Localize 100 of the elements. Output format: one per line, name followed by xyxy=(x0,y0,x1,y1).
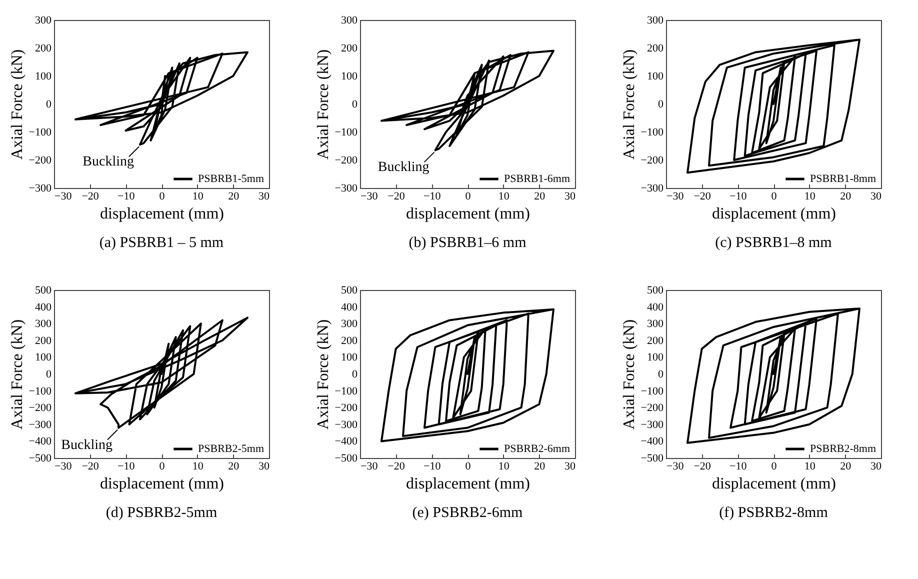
x-tick-label: 20 xyxy=(534,190,546,202)
y-axis-title: Axial Force (kN) xyxy=(314,319,332,430)
x-tick-label: 0 xyxy=(771,460,778,472)
y-axis-title: Axial Force (kN) xyxy=(8,49,26,160)
y-tick-label: 100 xyxy=(647,70,664,82)
x-tick-label: 30 xyxy=(870,460,882,472)
x-tick-label: −20 xyxy=(82,190,100,202)
y-tick-label: 200 xyxy=(341,334,358,347)
y-tick-label: 200 xyxy=(35,42,52,54)
legend-label: PSBRB1-8mm xyxy=(810,173,876,185)
x-tick-label: 20 xyxy=(228,190,240,202)
x-tick-label: −10 xyxy=(118,190,136,202)
x-tick-label: 10 xyxy=(804,460,816,472)
x-axis-title: displacement (mm) xyxy=(100,476,224,492)
x-tick-label: −30 xyxy=(666,460,684,472)
x-tick-label: 0 xyxy=(465,190,472,202)
y-tick-label: 0 xyxy=(352,368,358,380)
y-tick-label: −400 xyxy=(334,436,358,448)
y-tick-label: −100 xyxy=(640,126,664,138)
x-tick-label: −10 xyxy=(424,460,442,472)
y-tick-label: −200 xyxy=(640,402,664,414)
x-tick-label: −30 xyxy=(360,460,378,472)
x-axis-title: displacement (mm) xyxy=(406,206,530,222)
y-axis-title: Axial Force (kN) xyxy=(314,49,332,160)
x-tick-label: 10 xyxy=(498,460,510,472)
y-tick-label: −200 xyxy=(334,402,358,414)
y-tick-label: −300 xyxy=(334,418,358,431)
text: (d) PSBRB2-5mm xyxy=(106,505,218,521)
x-tick-label: 10 xyxy=(498,190,510,202)
y-tick-label: −400 xyxy=(640,436,664,448)
y-tick-label: 400 xyxy=(341,301,358,314)
y-tick-label: 200 xyxy=(647,42,664,54)
text: (a) PSBRB1 – 5 mm xyxy=(99,235,224,251)
x-tick-label: −10 xyxy=(424,190,442,202)
y-tick-label: −100 xyxy=(334,126,358,138)
legend-label: PSBRB1-6mm xyxy=(504,173,570,185)
y-tick-label: 200 xyxy=(341,42,358,54)
x-tick-label: 0 xyxy=(771,190,778,202)
x-tick-label: 10 xyxy=(804,190,816,202)
x-axis-title: displacement (mm) xyxy=(406,476,530,492)
annotation: Buckling xyxy=(378,160,430,176)
legend-label: PSBRB2-8mm xyxy=(810,443,876,455)
y-tick-label: −300 xyxy=(640,418,664,431)
y-tick-label: 100 xyxy=(35,352,52,364)
x-tick-label: 30 xyxy=(258,190,270,202)
x-axis-title: displacement (mm) xyxy=(100,206,224,222)
x-tick-label: 30 xyxy=(258,460,270,472)
y-axis-title: Axial Force (kN) xyxy=(620,49,638,160)
y-tick-label: −200 xyxy=(334,154,358,166)
x-tick-label: −10 xyxy=(730,460,748,472)
y-tick-label: 0 xyxy=(46,98,52,110)
x-tick-label: 20 xyxy=(534,460,546,472)
x-tick-label: 30 xyxy=(564,190,576,202)
y-tick-label: −300 xyxy=(28,418,52,431)
annotation: Buckling xyxy=(82,154,134,170)
x-tick-label: −20 xyxy=(694,190,712,202)
x-tick-label: 0 xyxy=(159,460,166,472)
x-tick-label: 20 xyxy=(840,190,852,202)
text: (b) PSBRB1–6 mm xyxy=(408,235,527,251)
y-tick-label: −300 xyxy=(28,182,52,194)
y-tick-label: 500 xyxy=(35,284,52,296)
y-tick-label: 0 xyxy=(46,368,52,380)
y-tick-label: 100 xyxy=(341,70,358,82)
y-tick-label: 300 xyxy=(341,318,358,330)
y-tick-label: 0 xyxy=(658,368,664,380)
legend-label: PSBRB2-6mm xyxy=(504,443,570,455)
y-tick-label: 500 xyxy=(341,284,358,296)
y-tick-label: −300 xyxy=(640,182,664,194)
y-tick-label: −300 xyxy=(334,182,358,194)
x-tick-label: −20 xyxy=(388,190,406,202)
x-tick-label: −20 xyxy=(82,460,100,472)
y-tick-label: 0 xyxy=(352,98,358,110)
x-tick-label: 20 xyxy=(228,460,240,472)
x-tick-label: −20 xyxy=(694,460,712,472)
y-tick-label: −100 xyxy=(334,385,358,398)
x-axis-title: displacement (mm) xyxy=(712,476,836,492)
x-tick-label: −30 xyxy=(360,190,378,202)
y-tick-label: −200 xyxy=(28,154,52,166)
x-tick-label: 0 xyxy=(465,460,472,472)
x-tick-label: 0 xyxy=(159,190,166,202)
x-tick-label: 10 xyxy=(192,190,204,202)
annotation: Buckling xyxy=(61,438,112,453)
y-axis-title: Axial Force (kN) xyxy=(8,319,26,430)
y-tick-label: 300 xyxy=(35,14,52,26)
text: (c) PSBRB1–8 mm xyxy=(715,235,832,251)
x-axis-title: displacement (mm) xyxy=(712,206,836,222)
text: (e) PSBRB2-6mm xyxy=(412,505,524,521)
x-tick-label: −30 xyxy=(54,460,72,472)
y-tick-label: 200 xyxy=(647,334,664,347)
y-tick-label: −500 xyxy=(640,452,664,464)
y-tick-label: −400 xyxy=(28,436,52,448)
x-tick-label: −10 xyxy=(118,460,136,472)
x-tick-label: 10 xyxy=(192,460,204,472)
y-tick-label: 300 xyxy=(341,14,358,26)
legend-label: PSBRB2-5mm xyxy=(198,443,264,455)
y-tick-label: 500 xyxy=(647,284,664,296)
y-tick-label: 100 xyxy=(341,352,358,364)
y-tick-label: 200 xyxy=(35,334,52,347)
x-tick-label: −30 xyxy=(54,190,72,202)
y-tick-label: 300 xyxy=(35,318,52,330)
